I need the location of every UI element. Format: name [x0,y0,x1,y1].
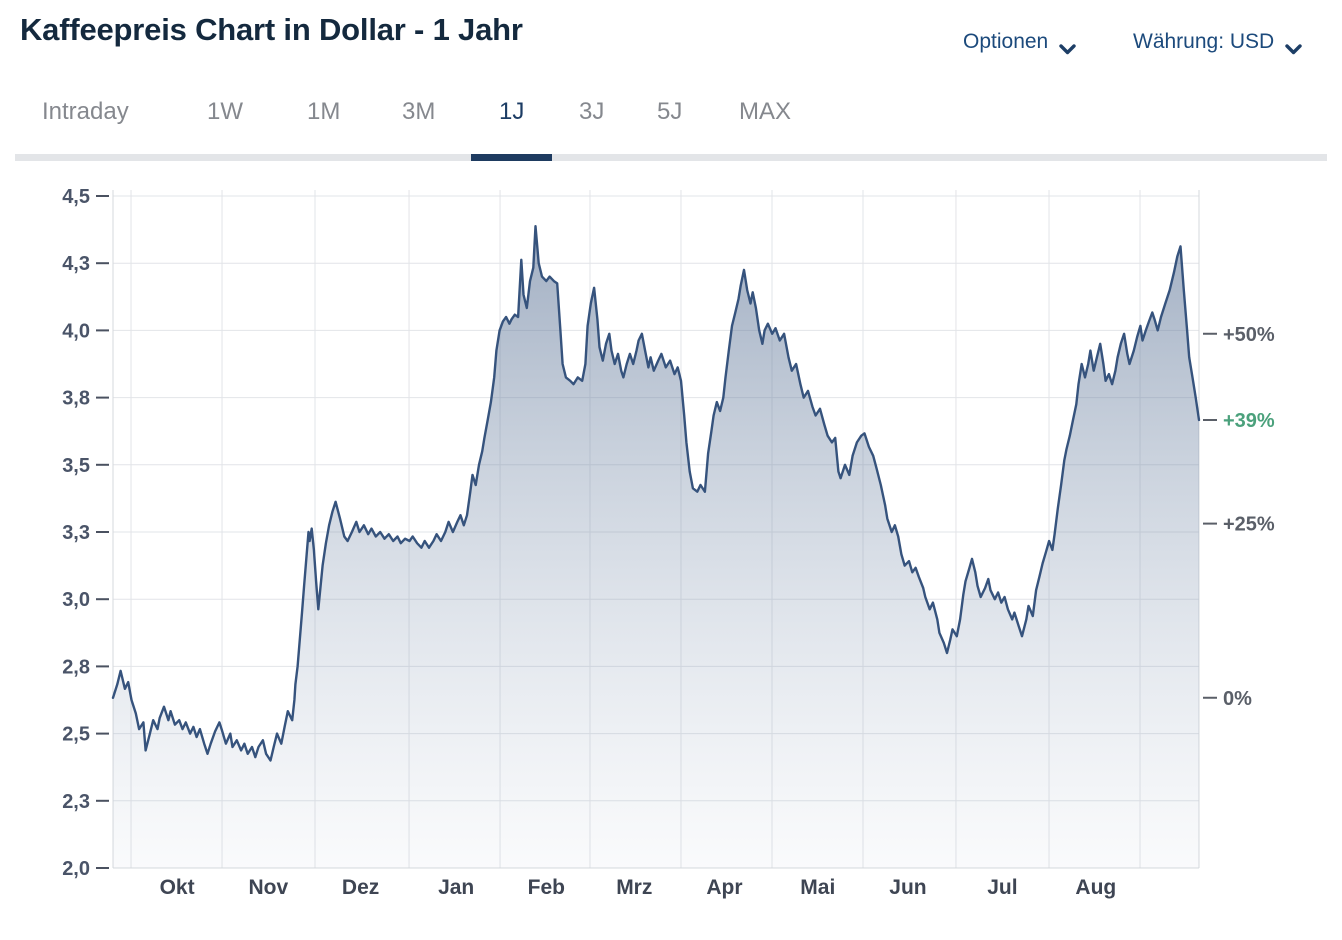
svg-text:4,3: 4,3 [62,253,90,275]
active-tab-indicator [471,154,552,161]
x-axis-month-labels: Okt Nov Dez Jan Feb Mrz Apr Mai Jun Jul Aug [160,876,1117,899]
tab-1m[interactable]: 1M [307,98,341,125]
svg-text:3,3: 3,3 [62,522,90,544]
svg-text:2,5: 2,5 [62,724,90,746]
tab-3m[interactable]: 3M [402,98,436,125]
svg-text:+39%: +39% [1223,410,1275,432]
svg-text:Apr: Apr [706,876,742,899]
options-label: Optionen [963,30,1049,53]
tab-intraday[interactable]: Intraday [42,98,129,125]
tab-3j[interactable]: 3J [579,98,605,125]
svg-text:Aug: Aug [1075,876,1116,899]
svg-text:4,5: 4,5 [62,186,90,208]
svg-text:Jan: Jan [438,876,474,899]
svg-text:4,0: 4,0 [62,320,90,342]
y-axis-labels: 4,5 4,3 4,0 3,8 3,5 3,3 3,0 2,8 2,5 2,3 2,0 [62,186,109,880]
chevron-down-icon [1285,37,1302,54]
price-chart-canvas[interactable]: 4,5 4,3 4,0 3,8 3,5 3,3 3,0 2,8 2,5 2,3 2,0 +50% +39… [0,170,1342,940]
svg-text:Jul: Jul [987,876,1017,899]
period-tabbar: Intraday 1W 1M 3M 1J 3J 5J MAX [0,98,1342,138]
svg-text:3,0: 3,0 [62,589,90,611]
currency-dropdown-button[interactable]: Währung: USD [1133,30,1302,54]
tab-5j[interactable]: 5J [657,98,683,125]
page-title: Kaffeepreis Chart in Dollar - 1 Jahr [20,12,523,47]
svg-text:0%: 0% [1223,688,1252,710]
svg-text:2,8: 2,8 [62,656,90,678]
price-area [113,226,1199,868]
tab-1w[interactable]: 1W [207,98,243,125]
options-dropdown-button[interactable]: Optionen [963,30,1076,54]
svg-text:2,3: 2,3 [62,791,90,813]
svg-text:+25%: +25% [1223,514,1275,536]
svg-text:Jun: Jun [889,876,926,899]
svg-text:3,5: 3,5 [62,455,90,477]
svg-text:2,0: 2,0 [62,858,90,880]
svg-text:3,8: 3,8 [62,388,90,410]
percent-axis-labels: +50% +39% +25% 0% [1203,324,1275,710]
svg-text:+50%: +50% [1223,324,1275,346]
tab-underline-track [15,154,1327,161]
svg-text:Dez: Dez [342,876,379,899]
svg-text:Mai: Mai [800,876,835,899]
svg-text:Feb: Feb [528,876,565,899]
svg-text:Okt: Okt [160,876,195,899]
tab-1j[interactable]: 1J [499,98,525,125]
price-line [111,225,1201,762]
chevron-down-icon [1059,37,1076,54]
tab-max[interactable]: MAX [739,98,792,125]
svg-text:Mrz: Mrz [616,876,652,899]
svg-text:Nov: Nov [248,876,288,899]
currency-label: Währung: USD [1133,30,1275,53]
